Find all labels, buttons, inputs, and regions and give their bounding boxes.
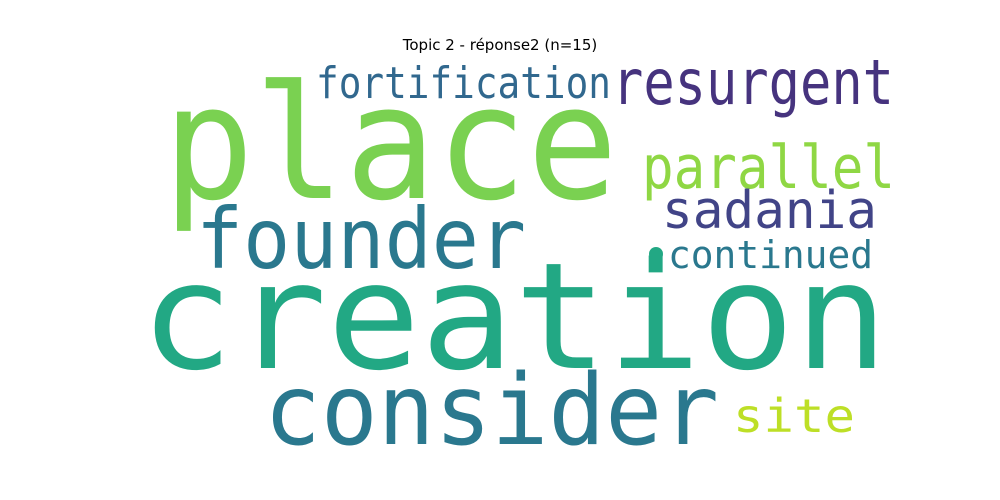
word-resurgent: resurgent bbox=[612, 46, 894, 119]
word-parallel: parallel bbox=[642, 133, 895, 203]
bullet-dot bbox=[649, 247, 663, 261]
word-creation: creation bbox=[140, 231, 888, 403]
word-fortification: fortification bbox=[316, 58, 611, 109]
word-founder: founder bbox=[196, 190, 526, 288]
chart-title: Topic 2 - réponse2 (n=15) bbox=[402, 36, 598, 54]
word-sadania: sadania bbox=[662, 181, 877, 241]
word-place: place bbox=[163, 52, 618, 236]
word-continued: continued bbox=[668, 233, 873, 277]
word-consider: consider bbox=[264, 354, 719, 468]
word-site: site bbox=[733, 389, 855, 443]
